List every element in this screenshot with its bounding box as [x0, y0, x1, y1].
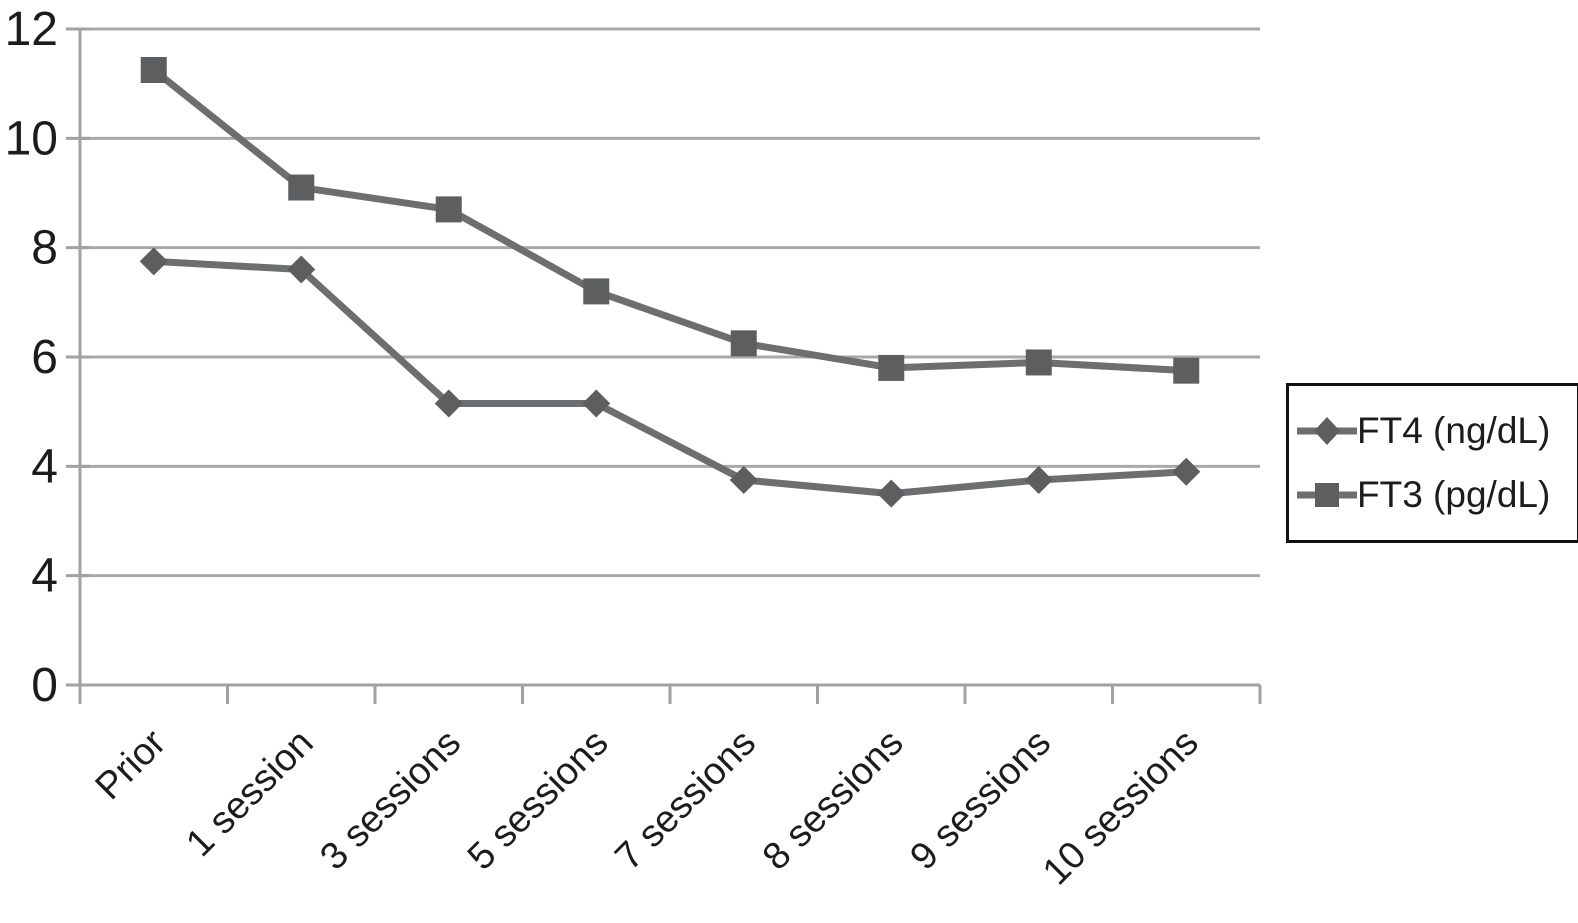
x-tick-label: 8 sessions — [755, 722, 912, 879]
ft4-diamond-marker-icon — [1297, 417, 1357, 445]
marker-diamond-ft4 — [434, 389, 463, 418]
marker-square-ft3 — [288, 174, 315, 201]
ft3-square-marker-icon — [1297, 483, 1357, 507]
marker-diamond-ft4 — [877, 479, 906, 508]
y-tick-label: 8 — [31, 222, 58, 275]
marker-diamond-ft4 — [139, 247, 168, 276]
y-tick-label: 12 — [5, 3, 58, 56]
x-tick-label: 3 sessions — [312, 722, 469, 879]
marker-diamond-ft4 — [1172, 457, 1201, 486]
marker-square-ft3 — [730, 330, 757, 357]
x-tick-label: 9 sessions — [902, 722, 1059, 879]
x-tick-label: 5 sessions — [460, 722, 617, 879]
marker-diamond-ft4 — [1024, 466, 1053, 494]
marker-diamond-ft4 — [729, 466, 758, 494]
marker-diamond-ft4 — [582, 389, 611, 418]
series-line-ft3 — [151, 67, 1187, 375]
marker-square-ft3 — [583, 278, 610, 305]
y-tick-label: 10 — [5, 112, 58, 165]
series-line-ft4 — [153, 257, 1187, 498]
marker-square-ft3 — [1025, 349, 1052, 376]
marker-square-ft3 — [878, 354, 905, 381]
legend-label-ft4: FT4 (ng/dL) — [1357, 410, 1551, 451]
y-tick-label: 4 — [31, 550, 58, 603]
legend-item-ft4: FT4 (ng/dL) — [1297, 410, 1573, 452]
x-tick-label: Prior — [88, 721, 175, 808]
x-tick-label: 10 sessions — [1035, 722, 1207, 894]
legend: FT4 (ng/dL) FT3 (pg/dL) — [1286, 383, 1578, 543]
x-tick-label: 7 sessions — [607, 722, 764, 879]
y-tick-label: 0 — [31, 659, 58, 712]
marker-diamond-ft4 — [287, 255, 316, 284]
x-tick-label: 1 session — [178, 722, 321, 865]
marker-square-ft3 — [140, 57, 167, 83]
y-tick-label: 4 — [31, 440, 58, 493]
y-tick-label: 6 — [31, 331, 58, 384]
marker-square-ft3 — [435, 196, 462, 223]
marker-square-ft3 — [1173, 357, 1200, 384]
legend-label-ft3: FT3 (pg/dL) — [1357, 474, 1551, 515]
legend-item-ft3: FT3 (pg/dL) — [1297, 474, 1573, 516]
